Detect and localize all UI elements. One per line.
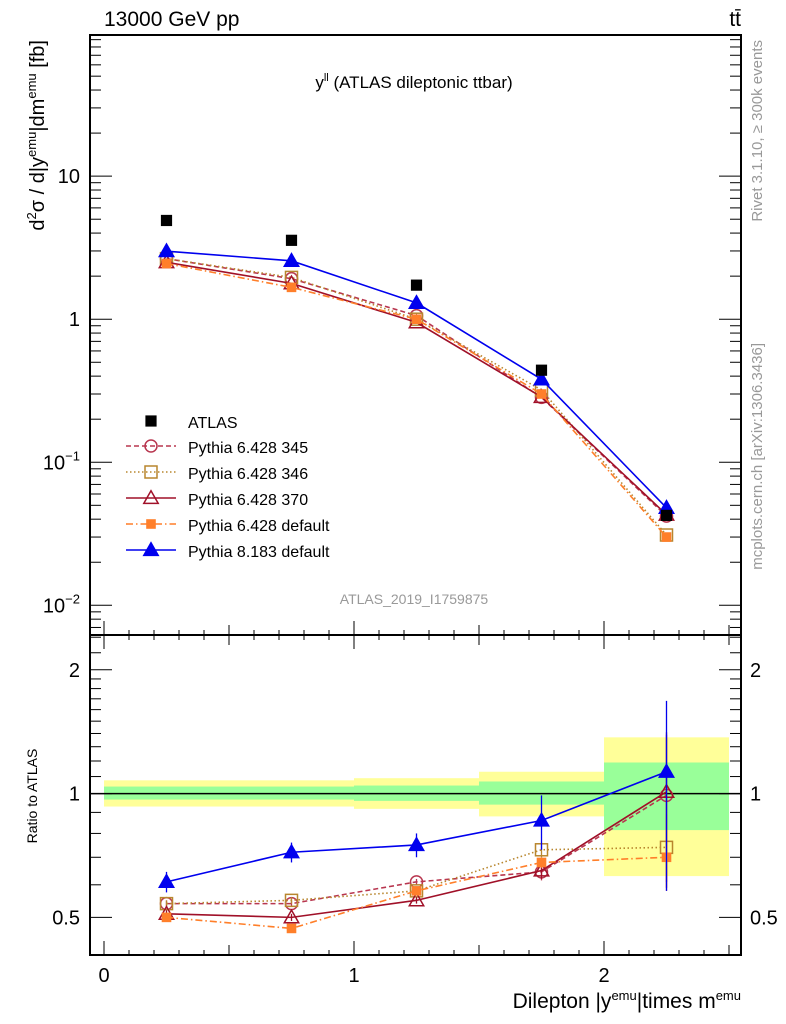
y-tick-label: 1 [69, 309, 80, 331]
ratio-tick-label-left: 2 [69, 660, 80, 682]
legend: Pythia 6.428 345 Pythia 6.428 346 Pythia 6… [126, 415, 330, 561]
data-point [283, 252, 300, 267]
data-point [408, 294, 425, 310]
label-text: Dilepton |y [513, 990, 612, 1013]
legend-marker [144, 465, 158, 479]
legend-label: Pythia 6.428 346 [188, 466, 308, 483]
data-point [533, 370, 550, 386]
legend-label: Pythia 6.428 345 [188, 440, 308, 457]
y-tick-label: 10 [58, 166, 80, 188]
data-point [536, 389, 547, 399]
data-point [158, 242, 175, 258]
legend-label: Pythia 6.428 default [188, 518, 330, 535]
y-tick-base: 1 [69, 309, 80, 331]
label-superscript: emu [716, 988, 741, 1003]
ratio-y-label: Ratio to ATLAS [24, 749, 40, 844]
ratio-point [283, 908, 300, 924]
ratio-tick-label-right: 0.5 [750, 907, 778, 929]
plot-title: yll (ATLAS dileptonic ttbar) [315, 72, 512, 92]
atlas-data-point [410, 279, 423, 291]
legend-label: Pythia 8.183 default [188, 544, 330, 561]
y-tick-label: 10−2 [43, 591, 80, 617]
label-superscript: emu [24, 132, 39, 157]
ratio-point [161, 912, 172, 923]
ratio-point [533, 861, 550, 877]
atlas-data-point [285, 234, 298, 246]
series-line-ratio [166, 856, 667, 930]
legend-marker [142, 489, 160, 505]
atlas-data-point [160, 214, 173, 227]
ratio-point [283, 843, 300, 859]
atlas-data-point [660, 509, 673, 522]
y-axis-label: d2σ / d|yemu|dmemu [fb] [24, 40, 49, 231]
y-tick-base: 10 [43, 595, 65, 617]
ratio-frame [89, 634, 742, 956]
ratio-panel: 0 1 2 0.5 0.5 1 1 2 2 [52, 634, 778, 987]
ratio-tick-label-right: 1 [750, 784, 761, 806]
x-axis-label: Dilepton |yemu|times memu [513, 988, 741, 1013]
legend-marker [145, 415, 157, 427]
ratio-point [408, 891, 425, 907]
header-right: tt̄ [729, 8, 741, 31]
label-text: d [27, 220, 49, 231]
ratio-tick-label-right: 2 [750, 660, 761, 682]
ratio-tick-label-left: 1 [69, 784, 80, 806]
label-superscript: 2 [24, 212, 39, 219]
ratio-point [658, 763, 675, 778]
label-superscript: emu [24, 73, 39, 98]
atlas-data-point [535, 364, 548, 376]
legend-marker [142, 541, 160, 557]
y-tick-exponent: −1 [65, 448, 80, 463]
header-left: 13000 GeV pp [104, 8, 239, 31]
ratio-point [536, 857, 547, 868]
x-tick-label: 1 [348, 965, 359, 987]
ratio-point [408, 836, 425, 852]
ratio-point [409, 884, 424, 898]
ratio-point [411, 886, 422, 896]
label-text: σ / d|y [27, 157, 49, 212]
series-line-main [166, 257, 668, 536]
legend-marker [146, 519, 156, 529]
side-label-mcplots: mcplots.cern.ch [arXiv:1306.3436] [749, 343, 766, 570]
label-text: |times m [637, 990, 716, 1013]
y-tick-base: 10 [43, 452, 65, 474]
label-text: |dm [27, 99, 49, 132]
ratio-tick-label-left: 0.5 [52, 907, 80, 929]
ratio-point [286, 923, 297, 934]
data-point [409, 312, 424, 326]
label-text: [fb] [27, 40, 49, 73]
x-tick-label: 0 [98, 965, 109, 987]
legend-label: Pythia 6.428 370 [188, 492, 308, 509]
legend-marker [144, 439, 158, 453]
y-tick-base: 10 [58, 166, 80, 188]
ratio-point [533, 811, 550, 827]
data-point [661, 532, 672, 542]
side-label-rivet: Rivet 3.1.10, ≥ 300k events [749, 40, 766, 222]
analysis-id: ATLAS_2019_I1759875 [340, 591, 489, 607]
legend-label: ATLAS [188, 415, 238, 432]
label-superscript: emu [611, 988, 636, 1003]
data-point [161, 258, 172, 269]
ratio-point [158, 873, 175, 889]
series-line-main [166, 262, 668, 538]
data-point [411, 314, 422, 325]
ratio-point [284, 893, 299, 908]
x-tick-label: 2 [598, 965, 609, 987]
y-tick-exponent: −2 [65, 591, 80, 606]
y-tick-label: 10−1 [43, 448, 80, 474]
data-point [286, 282, 297, 293]
ratio-point [159, 896, 174, 911]
